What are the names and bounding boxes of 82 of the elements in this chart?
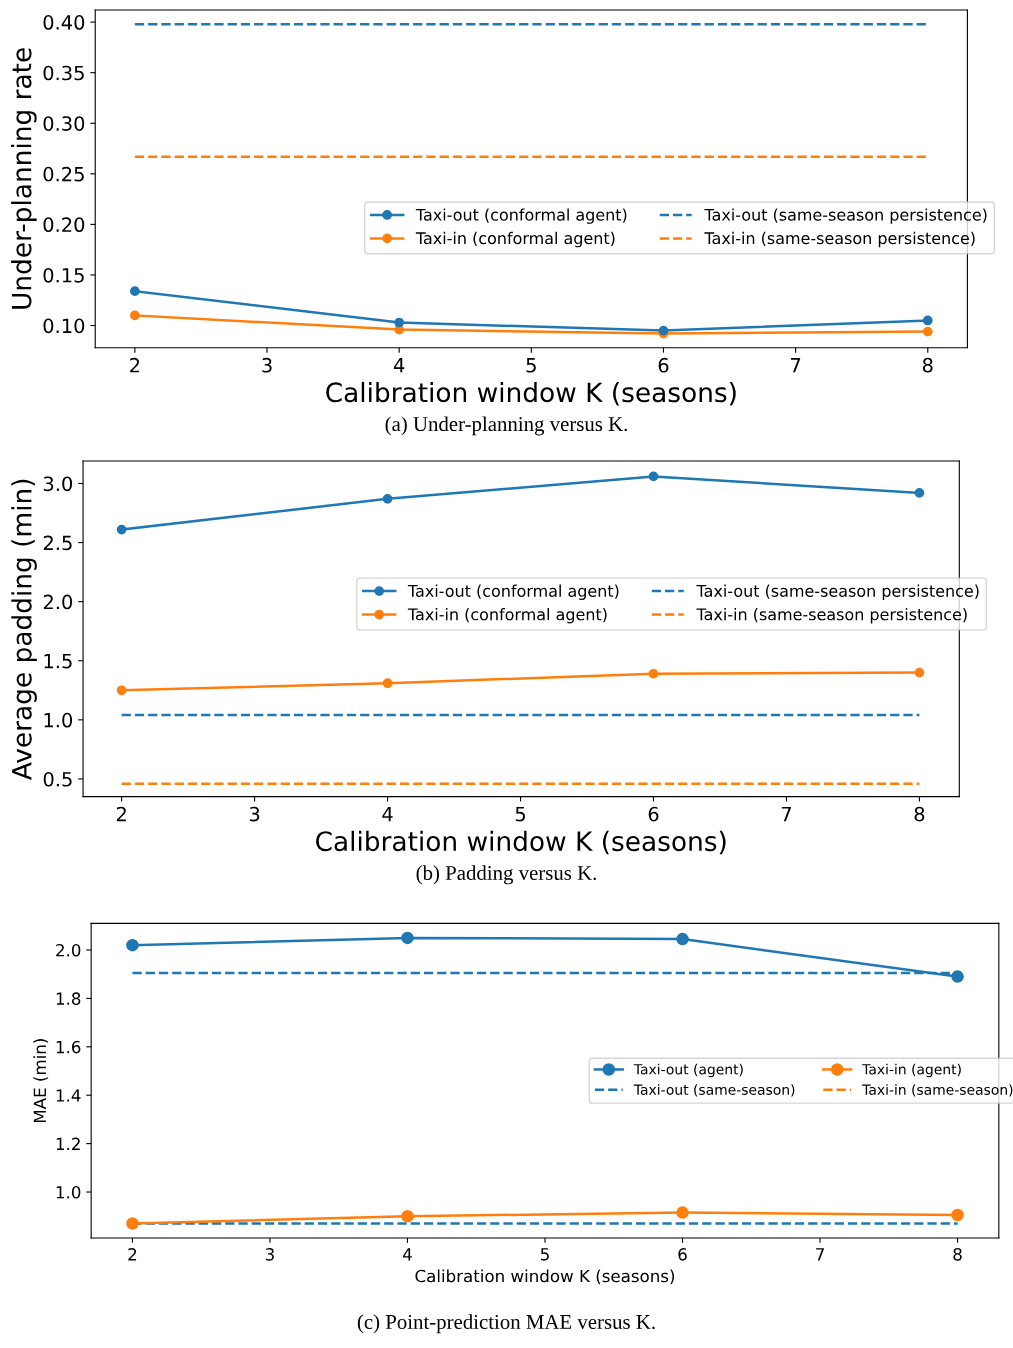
legend-label: Taxi-in (conformal agent) xyxy=(407,608,607,624)
y-axis-title: Under-planning rate xyxy=(11,48,37,309)
legend-label: Taxi-out (agent) xyxy=(633,1063,743,1078)
y-tick-label: 1.0 xyxy=(44,712,73,728)
x-tick-label: 5 xyxy=(526,358,536,373)
legend-label: Taxi-out (same-season persistence) xyxy=(704,208,987,224)
point xyxy=(130,310,140,321)
text: (b) Padding versus K. xyxy=(416,865,596,885)
x-tick-label: 2 xyxy=(116,806,126,822)
point xyxy=(401,931,414,945)
legend-label: Taxi-out (same-season) xyxy=(633,1084,795,1097)
point xyxy=(126,1217,139,1230)
y-tick-label: 0.10 xyxy=(43,318,85,334)
x-tick-label: 7 xyxy=(781,806,791,822)
x-tick-label: 3 xyxy=(265,1248,274,1261)
x-tick-label: 5 xyxy=(515,806,526,822)
legend-label: Taxi-out (same-season persistence) xyxy=(696,584,979,601)
legend-label: Taxi-out (conformal agent) xyxy=(415,208,627,224)
y-tick-label: 0.30 xyxy=(43,116,85,131)
point xyxy=(394,317,405,328)
x-axis-title: Calibration window K (seasons) xyxy=(316,830,726,855)
x-tick-label: 3 xyxy=(262,357,272,373)
y-tick-label: 2.0 xyxy=(56,943,81,957)
x-tick-label: 7 xyxy=(816,1248,824,1261)
point xyxy=(382,493,393,504)
x-tick-label: 8 xyxy=(914,806,925,822)
x-tick-label: 4 xyxy=(393,358,405,373)
y-tick-label: 0.20 xyxy=(43,217,85,233)
point xyxy=(648,668,659,679)
x-axis-title: Calibration window K (seasons) xyxy=(326,381,736,406)
point xyxy=(914,488,925,498)
text: (c) Point-prediction MAE versus K. xyxy=(357,1314,655,1334)
y-tick-label: 3.0 xyxy=(43,476,73,492)
point xyxy=(126,938,139,952)
x-tick-label: 4 xyxy=(402,1248,412,1261)
point xyxy=(676,1206,689,1219)
y-tick-label: 2.5 xyxy=(43,535,72,551)
y-tick-label: 2.0 xyxy=(43,594,73,610)
x-tick-label: 8 xyxy=(922,357,933,373)
y-tick-label: 0.5 xyxy=(43,771,72,787)
x-tick-label: 8 xyxy=(953,1248,962,1261)
point xyxy=(401,1209,414,1223)
legend-label: Taxi-in (same-season) xyxy=(862,1084,1013,1097)
point xyxy=(116,524,127,535)
y-tick-label: 1.0 xyxy=(56,1185,81,1199)
x-axis-title: Calibration window K (seasons) xyxy=(415,1269,675,1285)
point xyxy=(648,471,659,482)
point xyxy=(951,970,964,983)
point xyxy=(130,286,140,297)
point xyxy=(914,667,925,678)
text: (a) Under-planning versus K. xyxy=(385,416,627,436)
x-tick-label: 6 xyxy=(658,357,669,373)
legend-label: Taxi-in (same-season persistence) xyxy=(704,231,975,248)
point xyxy=(676,932,689,946)
x-tick-label: 5 xyxy=(540,1248,549,1261)
point xyxy=(951,1208,964,1222)
legend-label: Taxi-in (conformal agent) xyxy=(415,231,615,248)
point xyxy=(922,315,933,326)
y-tick-label: 0.15 xyxy=(43,267,84,283)
x-tick-label: 6 xyxy=(678,1248,687,1261)
y-tick-label: 1.6 xyxy=(56,1040,81,1054)
x-tick-label: 4 xyxy=(382,806,393,822)
x-tick-label: 6 xyxy=(648,806,659,822)
y-tick-label: 1.4 xyxy=(56,1089,81,1102)
legend-label: Taxi-out (conformal agent) xyxy=(407,584,619,601)
legend-label: Taxi-in (same-season persistence) xyxy=(696,608,967,624)
y-tick-label: 0.25 xyxy=(43,166,84,182)
x-tick-label: 2 xyxy=(128,1248,137,1261)
y-tick-label: 1.2 xyxy=(56,1137,80,1150)
y-axis-title: Average padding (min) xyxy=(11,479,37,780)
legend-label: Taxi-in (agent) xyxy=(862,1063,961,1078)
x-tick-label: 3 xyxy=(249,806,260,822)
point xyxy=(116,685,127,696)
y-tick-label: 0.40 xyxy=(43,15,85,30)
point xyxy=(382,678,393,689)
y-tick-label: 1.5 xyxy=(44,653,72,669)
y-tick-label: 0.35 xyxy=(43,65,84,81)
y-tick-label: 1.8 xyxy=(56,992,81,1005)
x-tick-label: 7 xyxy=(791,358,801,373)
y-axis-title: MAE (min) xyxy=(33,1039,49,1123)
point xyxy=(922,326,933,337)
x-tick-label: 2 xyxy=(130,357,140,373)
